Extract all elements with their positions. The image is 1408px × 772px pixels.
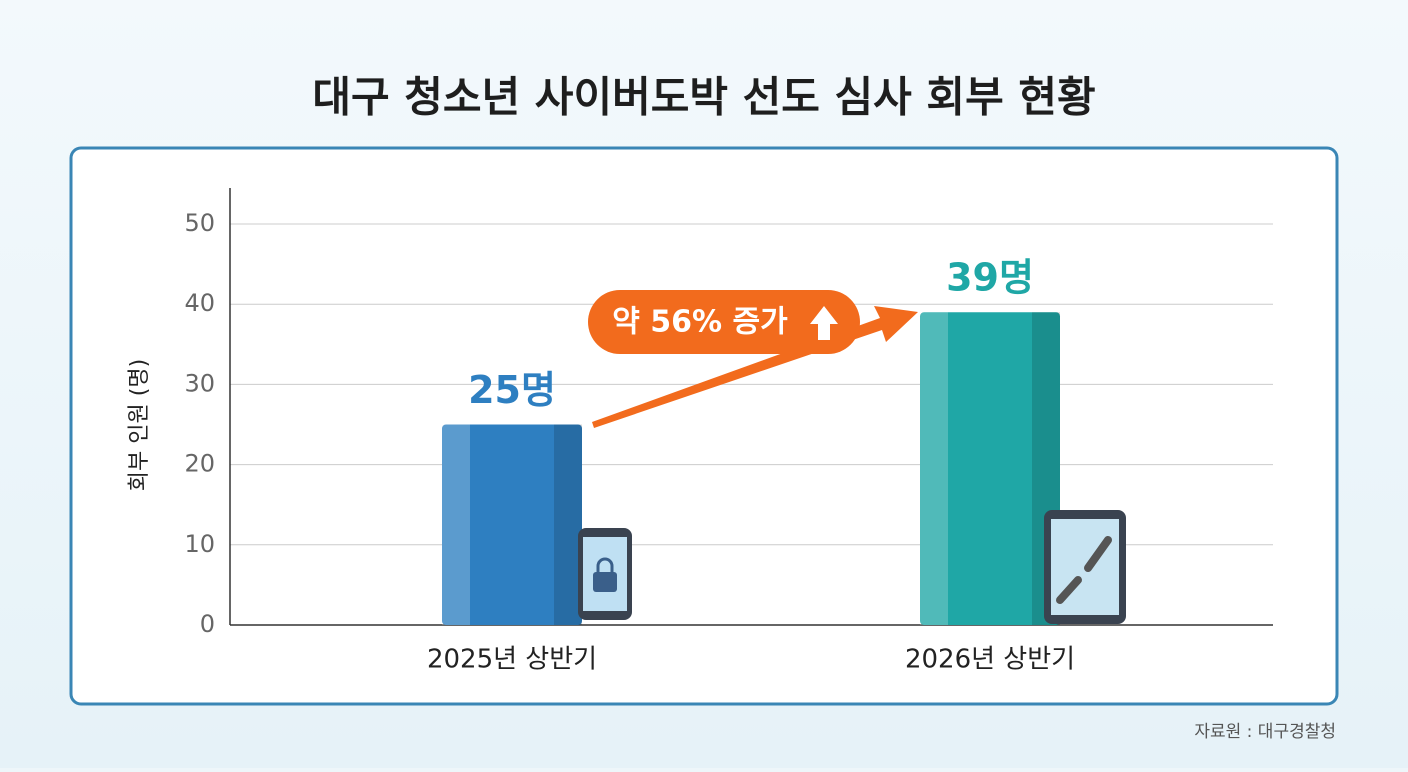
bar (442, 424, 582, 625)
panel (69, 146, 1339, 706)
source: 자료원 : 대구경찰청 (1194, 722, 1336, 742)
y-tick-label: 10 (184, 530, 215, 558)
value-label: 39명 (946, 256, 1034, 300)
annotation-pill (588, 290, 860, 354)
x-tick-label: 2026년 상반기 (905, 645, 1075, 675)
annotation: 약 56% 증가 (612, 305, 788, 340)
phone-icon (578, 528, 632, 620)
value-label: 25명 (468, 368, 556, 412)
y-tick-label: 0 (200, 610, 215, 638)
y-tick-label: 30 (184, 369, 215, 397)
y-tick-label: 50 (184, 209, 215, 237)
bar-highlight (442, 424, 470, 625)
bar-highlight (920, 312, 948, 625)
up-icon (810, 306, 838, 340)
y-tick-label: 40 (184, 289, 215, 317)
bar-shade (554, 424, 582, 625)
x-tick-label: 2025년 상반기 (427, 645, 597, 675)
chart-title: 대구 청소년 사이버도박 선도 심사 회부 현황 (312, 73, 1095, 122)
plot: 0 10 20 30 40 50 2025년 상반기 25명 2026년 상반기 39명 (184, 209, 1273, 675)
y-axis-label: 회부 인원 (명) (127, 359, 152, 491)
y-tick-label: 20 (184, 450, 215, 478)
tablet-icon (1044, 510, 1126, 624)
bar (920, 312, 1060, 625)
